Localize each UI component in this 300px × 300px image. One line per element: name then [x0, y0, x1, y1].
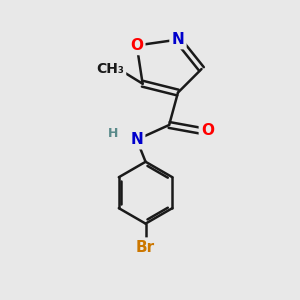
Text: CH₃: CH₃ [96, 62, 124, 76]
Text: H: H [108, 127, 119, 140]
Text: Br: Br [136, 240, 155, 255]
Text: N: N [130, 132, 143, 147]
Text: O: O [201, 123, 214, 138]
Text: N: N [172, 32, 184, 47]
Text: O: O [130, 38, 143, 53]
